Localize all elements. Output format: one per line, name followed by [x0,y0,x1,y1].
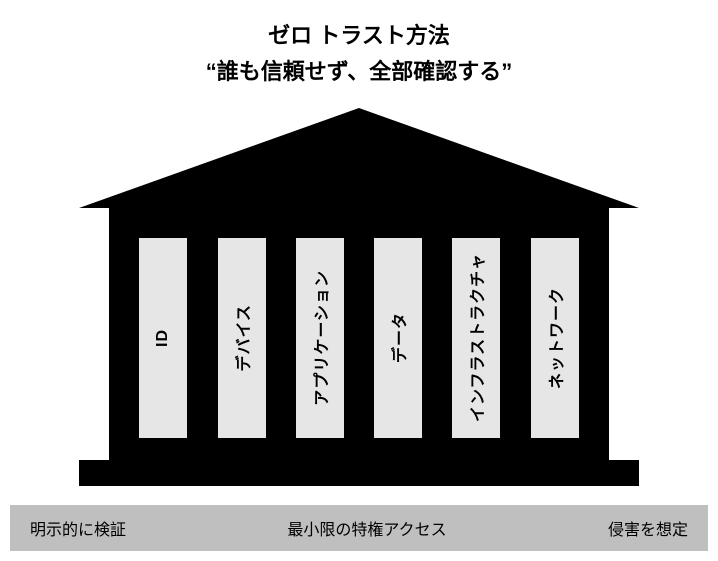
pillar: データ [374,238,422,438]
title-block: ゼロ トラスト方法 “誰も信頼せず、全部確認する” [0,0,718,86]
temple-beam [109,208,609,238]
principles-bar: 明示的に検証 最小限の特権アクセス 侵害を想定 [10,505,708,551]
pillar: デバイス [218,238,266,438]
pillar: アプリケーション [296,238,344,438]
temple-step-lower [79,460,639,486]
pillar-label: ネットワーク [543,287,567,389]
pillar: ID [139,238,187,438]
pillar-label: ID [154,329,172,347]
principle-item: 最小限の特権アクセス [287,516,446,540]
principle-item: 明示的に検証 [30,516,126,540]
temple-pillars: ID デバイス アプリケーション データ インフラストラクチャ ネットワーク [109,238,609,438]
temple-step-upper [109,438,609,460]
zero-trust-temple-diagram: ID デバイス アプリケーション データ インフラストラクチャ ネットワーク [79,108,639,488]
pillar-label: デバイス [230,304,254,372]
temple-roof [79,108,639,208]
page-title: ゼロ トラスト方法 [0,18,718,50]
pillar-label: アプリケーション [308,270,332,406]
page-subtitle: “誰も信頼せず、全部確認する” [0,54,718,86]
pillar: ネットワーク [531,238,579,438]
principle-item: 侵害を想定 [608,516,688,540]
pillar: インフラストラクチャ [452,238,500,438]
pillar-label: インフラストラクチャ [464,253,488,422]
pillar-label: データ [386,312,410,363]
